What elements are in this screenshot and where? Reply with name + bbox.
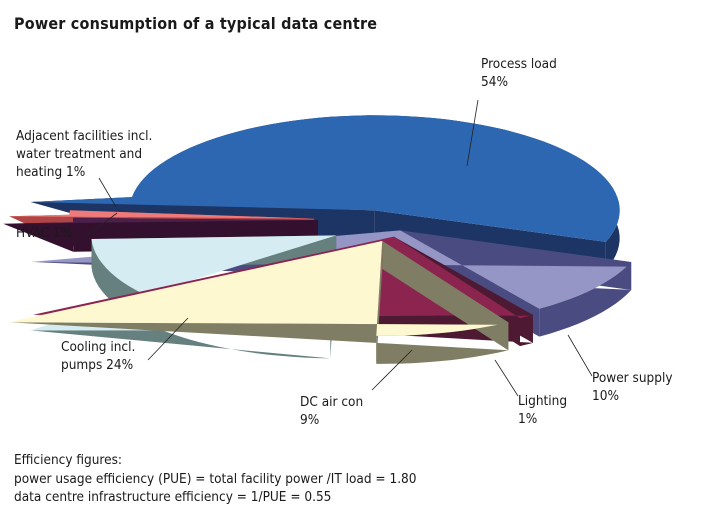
label-power-supply: Power supply 10% (592, 369, 673, 405)
label-hvac: HVAC 1% (16, 225, 73, 241)
label-value: 1% (518, 411, 538, 427)
leader-process (466, 99, 479, 167)
label-value: 54% (481, 74, 508, 90)
label-name: Adjacent facilities incl. (16, 128, 153, 144)
label-name: Lighting (518, 393, 568, 409)
footer-dcie: data centre infrastructure efficiency = … (14, 489, 332, 505)
footer-heading: Efficiency figures: (14, 452, 123, 468)
label-value: 9% (300, 412, 320, 428)
label-adjacent-facilities: Adjacent facilities incl. water treatmen… (16, 127, 152, 181)
slice-dc-air-con (8, 240, 509, 364)
label-value: heating 1% (16, 164, 86, 180)
slice-outer-wall (3, 217, 74, 252)
slice-outer-wall (33, 314, 533, 347)
chart-title: Power consumption of a typical data cent… (14, 14, 378, 33)
slice-top (30, 235, 337, 331)
slice-top (30, 115, 620, 242)
label-cooling: Cooling incl. pumps 24% (61, 338, 135, 374)
efficiency-figures: Efficiency figures: power usage efficien… (14, 451, 417, 507)
label-name: Process load (481, 56, 557, 72)
leader-dcair (371, 349, 413, 391)
leader-lighting (494, 359, 519, 397)
label-value: pumps 24% (61, 357, 134, 373)
label-dc-air-con: DC air con 9% (300, 393, 363, 429)
slice-outer-wall (31, 261, 632, 337)
slice-wall (382, 240, 509, 351)
label-name: Power supply (592, 370, 673, 386)
slice-top (8, 240, 498, 336)
leader-power (567, 334, 593, 377)
label-name: Cooling incl. (61, 339, 136, 355)
label-name: water treatment and (16, 146, 143, 162)
label-lighting: Lighting 1% (518, 392, 567, 428)
label-name: DC air con (300, 394, 364, 410)
slice-top (3, 217, 319, 224)
label-value: 10% (592, 388, 619, 404)
leader-cooling (147, 317, 189, 361)
leader-hvac (85, 212, 118, 238)
slice-top (9, 210, 315, 219)
leader-adjacent (98, 177, 117, 208)
label-process-load: Process load 54% (481, 55, 557, 91)
footer-pue: power usage efficiency (PUE) = total fac… (14, 470, 417, 487)
